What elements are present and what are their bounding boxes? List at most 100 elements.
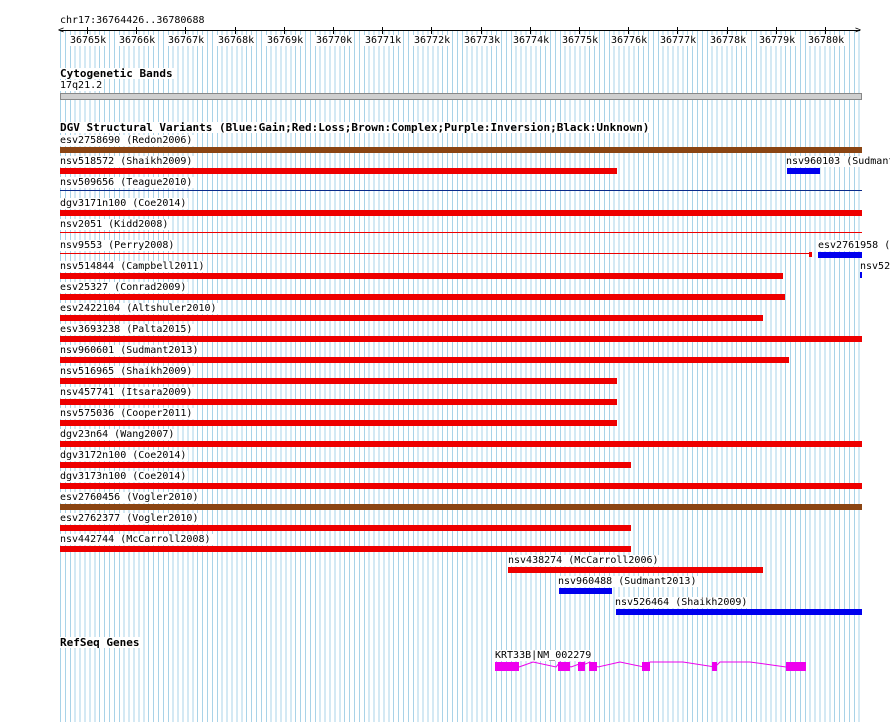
variant-bar-dgv3172n100[interactable] <box>60 462 631 468</box>
ruler-tick-label: 36767k <box>167 35 206 46</box>
variant-bar-esv25327[interactable] <box>60 294 785 300</box>
ruler-position-label: chr17:36764426..36780688 <box>60 15 207 26</box>
ruler-tick <box>87 27 88 34</box>
variant-label-nsv442744[interactable]: nsv442744 (McCarroll2008) <box>60 534 213 545</box>
gene-exon <box>786 662 806 671</box>
gene-label[interactable]: KRT33B|NM_002279 <box>495 650 594 661</box>
variant-bar-nsv509656[interactable] <box>60 190 862 191</box>
gene-exon <box>495 662 519 671</box>
ruler-tick <box>825 27 826 34</box>
variant-bar-nsv9553[interactable] <box>60 253 810 254</box>
gene-exon <box>578 662 585 671</box>
variant-label-esv2760456[interactable]: esv2760456 (Vogler2010) <box>60 492 201 503</box>
variant-label-nsv518572[interactable]: nsv518572 (Shaikh2009) <box>60 156 195 167</box>
variant-bar-nsv2051[interactable] <box>60 232 862 233</box>
ruler-tick-label: 36774k <box>512 35 551 46</box>
variant-label-nsv575036[interactable]: nsv575036 (Cooper2011) <box>60 408 195 419</box>
variant-bar-nsv438274[interactable] <box>508 567 763 573</box>
variant-label-nsv457741[interactable]: nsv457741 (Itsara2009) <box>60 387 195 398</box>
ruler-left-arrow[interactable]: < <box>58 25 65 36</box>
variant-bar-esv3693238[interactable] <box>60 336 862 342</box>
ruler-tick-label: 36773k <box>463 35 502 46</box>
variant-bar-nsv575036[interactable] <box>60 420 617 426</box>
variant-label-esv2761958[interactable]: esv2761958 ( <box>818 240 890 251</box>
refseq-track-title[interactable]: RefSeq Genes <box>60 636 142 649</box>
ruler-tick <box>333 27 334 34</box>
variant-bar-nsv514844[interactable] <box>60 273 783 279</box>
ruler-tick <box>727 27 728 34</box>
ruler-tick-label: 36776k <box>610 35 649 46</box>
variant-bar-esv2422104[interactable] <box>60 315 763 321</box>
variant-label-nsv526464[interactable]: nsv526464 (Shaikh2009) <box>615 597 750 608</box>
ruler-tick <box>628 27 629 34</box>
variant-bar-nsv960601[interactable] <box>60 357 789 363</box>
cytoband-track-title[interactable]: Cytogenetic Bands <box>60 67 175 80</box>
ruler-tick <box>677 27 678 34</box>
dgv-track-title[interactable]: DGV Structural Variants (Blue:Gain;Red:L… <box>60 121 652 134</box>
variant-label-nsv2051[interactable]: nsv2051 (Kidd2008) <box>60 219 171 230</box>
ruler-tick <box>235 27 236 34</box>
variant-label-nsv438274[interactable]: nsv438274 (McCarroll2006) <box>508 555 661 566</box>
variant-bar-nsv9553-end[interactable] <box>809 252 812 257</box>
gene-exon <box>589 662 597 671</box>
variant-bar-dgv3173n100[interactable] <box>60 483 862 489</box>
variant-label-esv2422104[interactable]: esv2422104 (Altshuler2010) <box>60 303 219 314</box>
variant-label-dgv3171n100[interactable]: dgv3171n100 (Coe2014) <box>60 198 189 209</box>
ruler-tick <box>382 27 383 34</box>
variant-bar-esv2758690[interactable] <box>60 147 862 153</box>
gene-exon <box>712 662 717 671</box>
variant-bar-nsv526464[interactable] <box>616 609 862 615</box>
variant-label-nsv516965[interactable]: nsv516965 (Shaikh2009) <box>60 366 195 377</box>
ruler-tick <box>579 27 580 34</box>
variant-label-esv3693238[interactable]: esv3693238 (Palta2015) <box>60 324 195 335</box>
ruler-tick-label: 36771k <box>364 35 403 46</box>
variant-bar-nsv518572[interactable] <box>60 168 617 174</box>
variant-bar-esv2762377[interactable] <box>60 525 631 531</box>
variant-label-esv2758690[interactable]: esv2758690 (Redon2006) <box>60 135 195 146</box>
variant-label-nsv509656[interactable]: nsv509656 (Teague2010) <box>60 177 195 188</box>
variant-label-nsv960601[interactable]: nsv960601 (Sudmant2013) <box>60 345 201 356</box>
variant-bar-dgv23n64[interactable] <box>60 441 862 447</box>
ruler-tick-label: 36777k <box>659 35 698 46</box>
variant-label-dgv3173n100[interactable]: dgv3173n100 (Coe2014) <box>60 471 189 482</box>
variant-bar-nsv516965[interactable] <box>60 378 617 384</box>
variant-bar-esv2760456[interactable] <box>60 504 862 510</box>
cytoband-label: 17q21.2 <box>60 80 105 91</box>
variant-label-esv25327[interactable]: esv25327 (Conrad2009) <box>60 282 189 293</box>
variant-bar-nsv442744[interactable] <box>60 546 631 552</box>
variant-label-nsv52[interactable]: nsv52 <box>860 261 890 272</box>
ruler-tick-label: 36780k <box>807 35 846 46</box>
ruler-tick <box>431 27 432 34</box>
ruler-tick <box>136 27 137 34</box>
variant-bar-nsv52[interactable] <box>860 272 862 278</box>
ruler-tick-label: 36766k <box>118 35 157 46</box>
ruler-tick <box>530 27 531 34</box>
gene-exon <box>642 662 650 671</box>
ruler-tick <box>185 27 186 34</box>
ruler-tick-label: 36768k <box>217 35 256 46</box>
variant-label-esv2762377[interactable]: esv2762377 (Vogler2010) <box>60 513 201 524</box>
cytoband-bar[interactable] <box>60 93 862 100</box>
variant-label-nsv960488[interactable]: nsv960488 (Sudmant2013) <box>558 576 699 587</box>
variant-label-nsv960103[interactable]: nsv960103 (Sudmant2013) <box>786 156 890 167</box>
variant-bar-nsv960103[interactable] <box>787 168 820 174</box>
variant-label-nsv9553[interactable]: nsv9553 (Perry2008) <box>60 240 177 251</box>
ruler-tick-label: 36778k <box>709 35 748 46</box>
variant-bar-nsv960488[interactable] <box>559 588 612 594</box>
variant-label-dgv3172n100[interactable]: dgv3172n100 (Coe2014) <box>60 450 189 461</box>
ruler-tick-label: 36779k <box>758 35 797 46</box>
variant-bar-esv2761958[interactable] <box>818 252 862 258</box>
variant-bar-nsv457741[interactable] <box>60 399 617 405</box>
ruler-tick <box>284 27 285 34</box>
ruler-tick <box>776 27 777 34</box>
gene-exon <box>558 662 570 671</box>
ruler-tick-label: 36772k <box>413 35 452 46</box>
variant-label-dgv23n64[interactable]: dgv23n64 (Wang2007) <box>60 429 177 440</box>
variant-label-nsv514844[interactable]: nsv514844 (Campbell2011) <box>60 261 207 272</box>
ruler-tick <box>481 27 482 34</box>
ruler-tick-label: 36769k <box>266 35 305 46</box>
ruler-tick-label: 36765k <box>69 35 108 46</box>
ruler-right-arrow[interactable]: > <box>855 25 862 36</box>
variant-bar-dgv3171n100[interactable] <box>60 210 862 216</box>
